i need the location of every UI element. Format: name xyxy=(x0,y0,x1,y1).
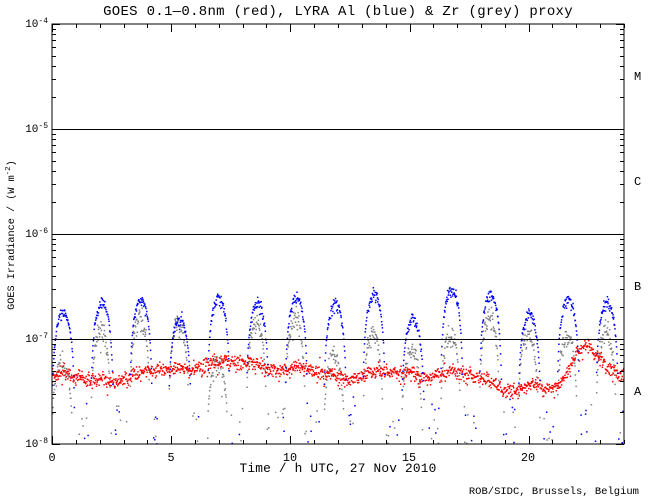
svg-text:Time / h UTC, 27 Nov 2010: Time / h UTC, 27 Nov 2010 xyxy=(240,461,437,476)
svg-text:20: 20 xyxy=(521,451,535,465)
svg-text:C: C xyxy=(634,175,641,189)
svg-text:GOES Irradiance / (W m-2): GOES Irradiance / (W m-2) xyxy=(5,160,18,310)
svg-text:0: 0 xyxy=(48,451,55,465)
svg-text:5: 5 xyxy=(167,451,174,465)
svg-text:GOES 0.1—0.8nm (red), LYRA Al: GOES 0.1—0.8nm (red), LYRA Al (blue) & Z… xyxy=(103,4,573,20)
svg-text:B: B xyxy=(634,280,641,294)
svg-text:ROB/SIDC, Brussels, Belgium: ROB/SIDC, Brussels, Belgium xyxy=(469,486,639,498)
svg-text:A: A xyxy=(634,385,642,399)
svg-text:M: M xyxy=(634,70,641,84)
